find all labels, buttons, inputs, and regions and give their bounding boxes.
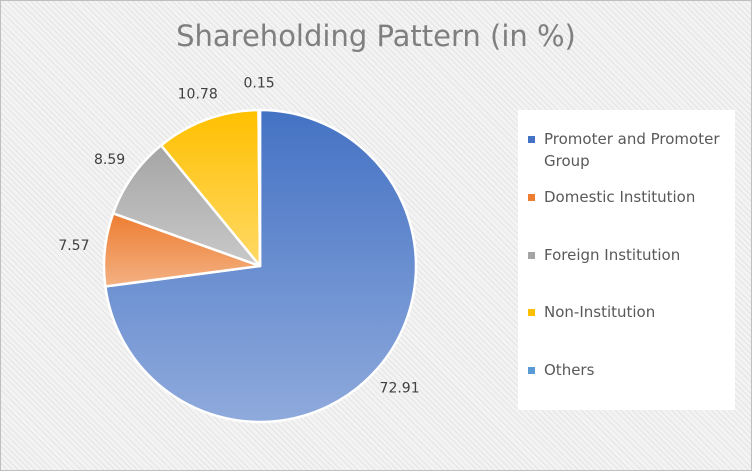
legend-item-non-institution: Non-Institution <box>528 301 728 323</box>
legend-item-others: Others <box>528 359 728 381</box>
legend-swatch <box>528 252 535 259</box>
data-label-promoter-and-promoter-group: 72.91 <box>380 380 420 396</box>
legend-label: Non-Institution <box>544 303 656 321</box>
data-label-non-institution: 10.78 <box>178 86 218 102</box>
legend-label: Promoter and Promoter Group <box>544 130 720 170</box>
legend-swatch <box>528 194 535 201</box>
legend-swatch <box>528 367 535 374</box>
data-label-foreign-institution: 8.59 <box>94 152 125 168</box>
legend-item-promoter-and-promoter-group: Promoter and Promoter Group <box>528 128 728 172</box>
legend: Promoter and Promoter Group Domestic Ins… <box>518 110 735 410</box>
legend-item-foreign-institution: Foreign Institution <box>528 244 728 266</box>
data-label-others: 0.15 <box>244 76 275 92</box>
pie-slice-foreign-institution <box>111 144 262 268</box>
legend-label: Others <box>544 361 595 379</box>
pie-slice-non-institution <box>159 108 262 268</box>
legend-item-domestic-institution: Domestic Institution <box>528 186 728 208</box>
chart-title: Shareholding Pattern (in %) <box>176 19 576 53</box>
pie-slice-others <box>257 108 262 268</box>
data-label-domestic-institution: 7.57 <box>58 238 89 254</box>
legend-swatch <box>528 136 535 143</box>
legend-label: Foreign Institution <box>544 246 681 264</box>
legend-label: Domestic Institution <box>544 188 696 206</box>
legend-swatch <box>528 309 535 316</box>
